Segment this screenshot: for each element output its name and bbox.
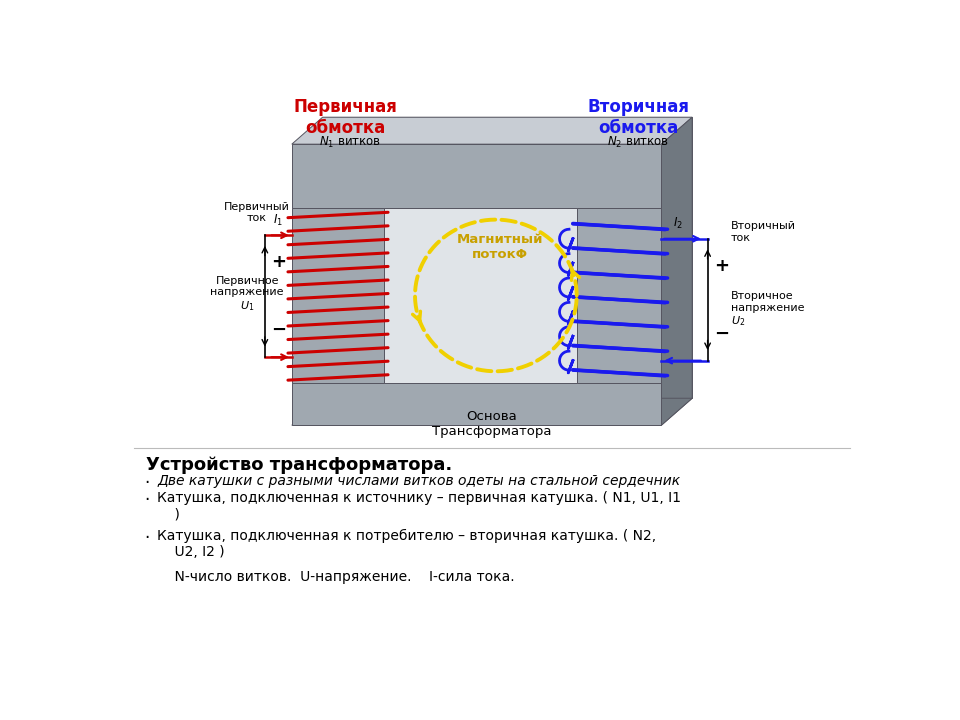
Text: Вторичный
ток: Вторичный ток: [731, 221, 796, 243]
Polygon shape: [577, 181, 608, 383]
Text: $N_1$ витков: $N_1$ витков: [319, 135, 380, 150]
Text: −: −: [713, 325, 729, 343]
Text: ·: ·: [144, 529, 149, 547]
Text: Катушка, подключенная к потребителю – вторичная катушка. ( N2,
    U2, I2 ): Катушка, подключенная к потребителю – вт…: [157, 529, 657, 559]
Polygon shape: [292, 383, 661, 426]
Text: ·: ·: [144, 492, 149, 510]
Text: +: +: [271, 253, 286, 271]
Polygon shape: [323, 356, 692, 398]
Text: +: +: [713, 257, 729, 275]
Text: Первичное
напряжение
$U_1$: Первичное напряжение $U_1$: [210, 276, 284, 313]
Polygon shape: [384, 356, 608, 383]
Text: $N_2$ витков: $N_2$ витков: [608, 135, 669, 150]
Polygon shape: [323, 181, 415, 356]
Text: $I_1$: $I_1$: [273, 212, 282, 228]
Text: Катушка, подключенная к источнику – первичная катушка. ( N1, U1, I1
    ): Катушка, подключенная к источнику – перв…: [157, 492, 681, 521]
Text: −: −: [271, 321, 286, 339]
Text: Две катушки с разными числами витков одеты на стальной сердечник: Две катушки с разными числами витков оде…: [157, 474, 681, 488]
Text: $I_2$: $I_2$: [673, 216, 683, 231]
Text: ·: ·: [144, 474, 149, 492]
Polygon shape: [384, 208, 577, 383]
Polygon shape: [323, 117, 692, 181]
Text: Вторичное
напряжение
$U_2$: Вторичное напряжение $U_2$: [731, 291, 804, 328]
Text: N-число витков.  U-напряжение.    I-сила тока.: N-число витков. U-напряжение. I-сила ток…: [157, 570, 515, 584]
Text: Магнитный
потокΦ: Магнитный потокΦ: [456, 233, 543, 261]
Polygon shape: [292, 398, 692, 426]
Text: Первичная
обмотка: Первичная обмотка: [294, 98, 397, 137]
Text: Вторичная
обмотка: Вторичная обмотка: [588, 98, 689, 137]
Polygon shape: [292, 208, 384, 383]
Polygon shape: [292, 117, 692, 144]
Polygon shape: [384, 181, 608, 208]
Polygon shape: [661, 117, 692, 426]
Polygon shape: [608, 181, 692, 356]
Polygon shape: [415, 181, 608, 356]
Polygon shape: [384, 181, 415, 383]
Text: Устройство трансформатора.: Устройство трансформатора.: [146, 456, 452, 474]
Text: Первичный
ток: Первичный ток: [225, 202, 290, 223]
Text: Основа
Трансформатора: Основа Трансформатора: [432, 410, 552, 438]
Polygon shape: [577, 208, 661, 383]
Polygon shape: [292, 144, 661, 208]
